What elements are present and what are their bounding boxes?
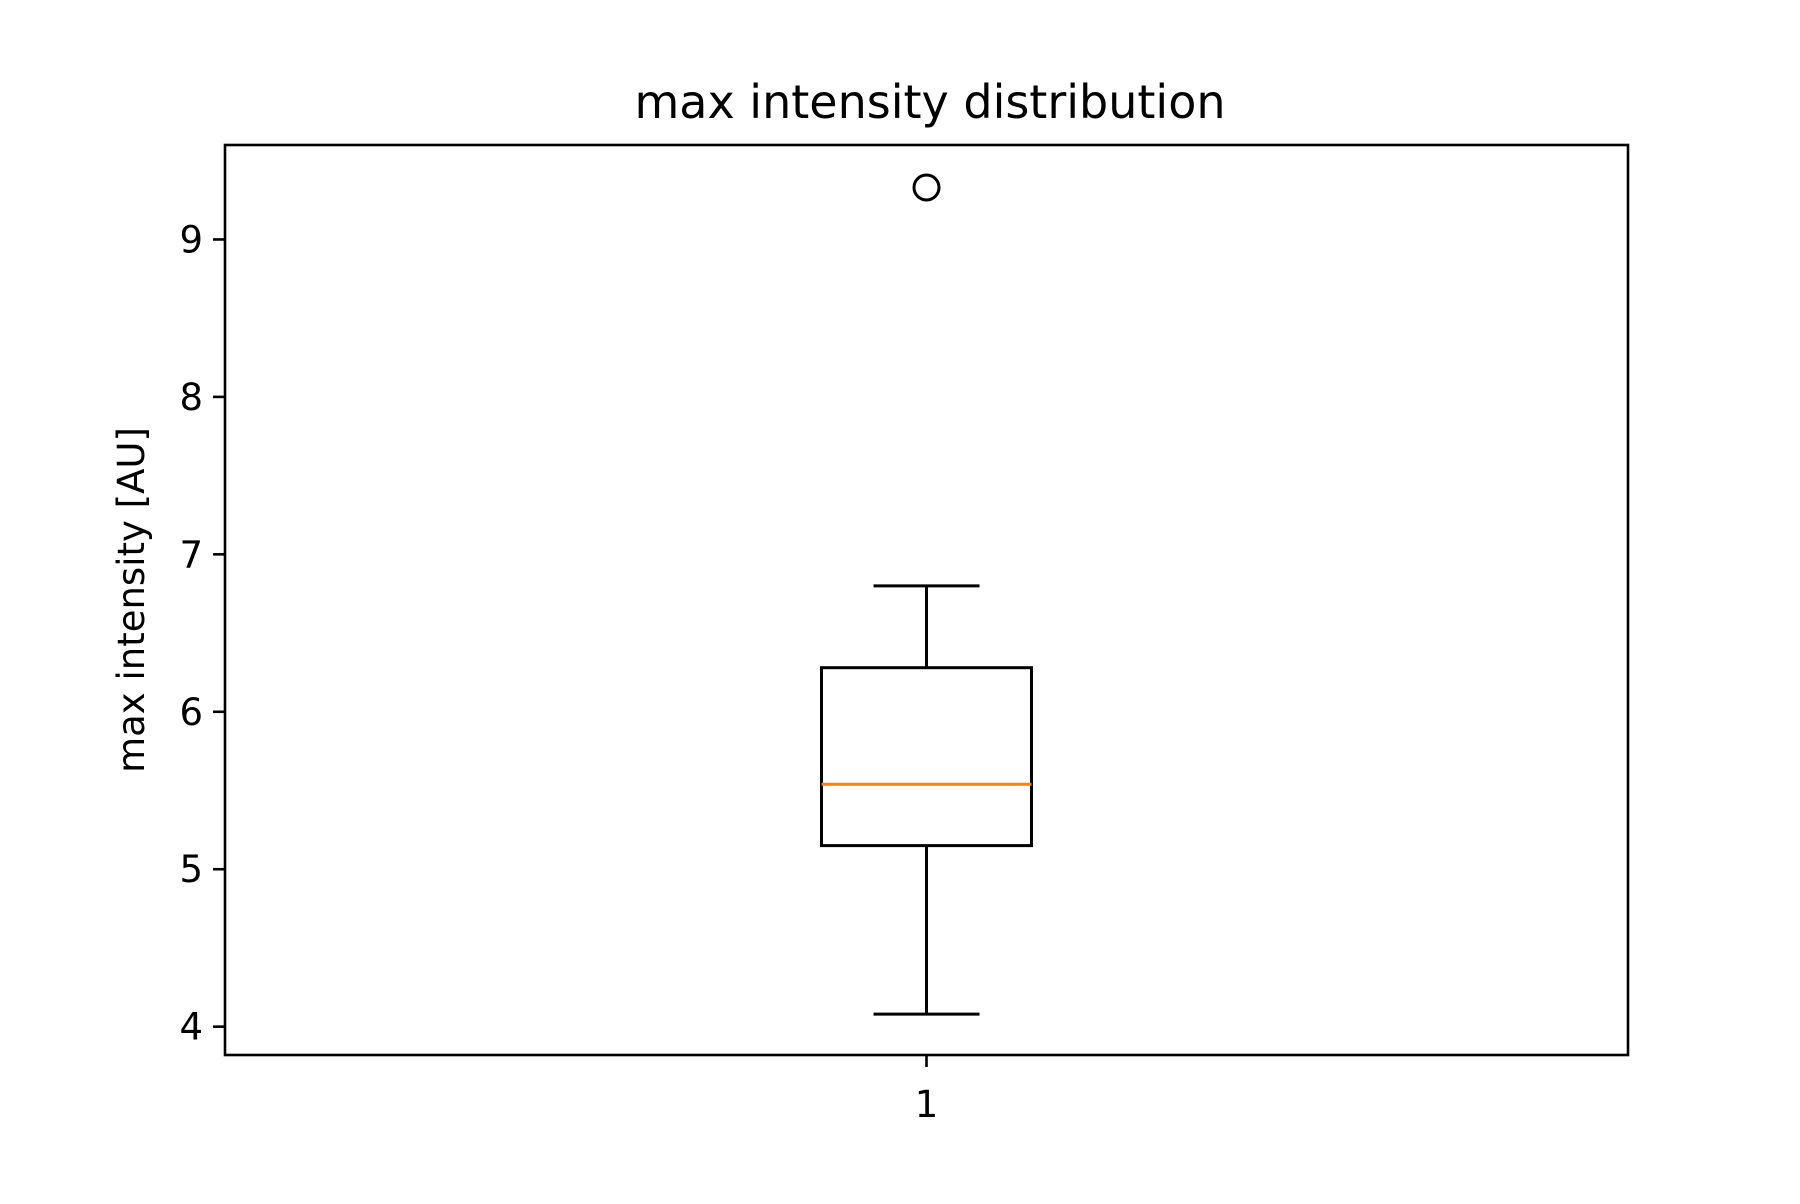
plot-area: 4 5 6 7 8 9 1 bbox=[179, 143, 1630, 1126]
chart-title: max intensity distribution bbox=[634, 75, 1225, 129]
y-tick-label-9: 9 bbox=[179, 218, 203, 261]
box-iqr bbox=[820, 666, 1033, 848]
x-tick-label-1: 1 bbox=[915, 1083, 939, 1126]
y-tick-label-6: 6 bbox=[179, 691, 203, 734]
y-axis-label: max intensity [AU] bbox=[110, 427, 153, 773]
outlier-point-0 bbox=[912, 173, 941, 202]
y-tick-label-5: 5 bbox=[179, 848, 203, 891]
y-tick-label-7: 7 bbox=[179, 533, 203, 576]
y-tick-label-4: 4 bbox=[179, 1006, 203, 1049]
y-tick-label-8: 8 bbox=[179, 376, 203, 419]
